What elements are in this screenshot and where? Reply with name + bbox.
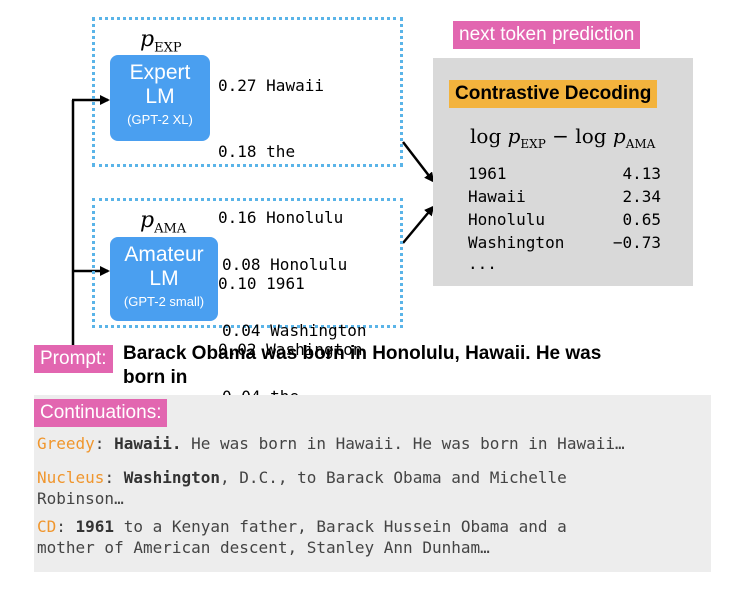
amateur-lm-title-line2: LM xyxy=(149,267,179,290)
expert-token-row: 0.16 Honolulu xyxy=(218,207,363,229)
amateur-lm-title-line1: Amateur xyxy=(124,243,204,266)
token-prob: 0.27 xyxy=(218,76,257,95)
cd-token: 1961 xyxy=(468,164,507,183)
prompt-line1: Barack Obama was born in Honolulu, Hawai… xyxy=(123,343,602,364)
cd-bold: 1961 xyxy=(75,517,115,536)
expert-lm-title-line1: Expert xyxy=(129,61,191,84)
token-prob: 0.16 xyxy=(218,208,257,227)
expert-lm-box: Expert LM (GPT-2 XL) xyxy=(110,55,210,141)
prompt-label: Prompt: xyxy=(34,345,113,373)
greedy-colon: : xyxy=(94,434,115,453)
token-text: 1961 xyxy=(266,274,305,293)
expert-prob-sub: EXP xyxy=(154,40,182,56)
nucleus-method: Nucleus xyxy=(37,468,105,487)
formula-p-2: p xyxy=(612,124,626,148)
token-text: Honolulu xyxy=(270,255,348,274)
token-text: Honolulu xyxy=(266,208,344,227)
nucleus-line2: Robinson… xyxy=(37,489,124,508)
cd-line2: mother of American descent, Stanley Ann … xyxy=(37,538,490,557)
cd-score: 2.34 xyxy=(622,187,661,206)
cd-colon: : xyxy=(56,517,76,536)
amateur-prob-label: pAMA xyxy=(140,208,186,236)
amateur-lm-subtitle: (GPT-2 small) xyxy=(123,294,205,309)
formula-sub-exp: EXP xyxy=(520,137,546,151)
next-token-prediction-label: next token prediction xyxy=(453,21,641,49)
formula-sub-ama: AMA xyxy=(625,137,656,151)
amateur-token-row: 0.04 Washington xyxy=(222,320,367,342)
expert-token-row: 0.27 Hawaii xyxy=(218,75,363,97)
contrastive-decoding-title: Contrastive Decoding xyxy=(449,80,658,108)
cd-method: CD xyxy=(37,517,57,536)
continuations-label: Continuations: xyxy=(34,399,168,427)
expert-prob-p: p xyxy=(140,27,155,52)
token-text: Washington xyxy=(266,340,363,359)
formula-log-2: log xyxy=(575,124,607,148)
amateur-lm-box: Amateur LM (GPT-2 small) xyxy=(110,237,218,321)
formula-minus: − xyxy=(552,124,569,148)
token-prob: 0.08 xyxy=(222,255,261,274)
cd-ellipsis: ... xyxy=(468,254,497,273)
nucleus-rest: , D.C., to Barack Obama and Michelle xyxy=(220,468,567,487)
cd-rest: to a Kenyan father, Barack Hussein Obama… xyxy=(114,517,567,536)
token-text: the xyxy=(266,142,296,161)
cd-line: CD: 1961 to a Kenyan father, Barack Huss… xyxy=(37,516,567,537)
arrow-amateur-to-cd xyxy=(402,205,435,244)
token-text: Washington xyxy=(270,321,367,340)
expert-lm-title-line2: LM xyxy=(145,85,175,108)
formula-p-1: p xyxy=(507,124,521,148)
expert-lm-panel xyxy=(92,17,403,167)
expert-token-row: 0.10 1961 xyxy=(218,273,363,295)
expert-token-row: 0.18 the xyxy=(218,141,363,163)
amateur-token-row: 0.08 Honolulu xyxy=(222,254,367,276)
expert-lm-subtitle: (GPT-2 XL) xyxy=(127,112,193,127)
greedy-line: Greedy: Hawaii. He was born in Hawaii. H… xyxy=(37,433,625,454)
cd-formula: log pEXP − log pAMA xyxy=(470,124,655,151)
expert-prob-label: pEXP xyxy=(140,27,182,55)
greedy-method: Greedy xyxy=(37,434,95,453)
token-prob: 0.18 xyxy=(218,142,257,161)
token-prob: 0.04 xyxy=(222,321,261,340)
nucleus-colon: : xyxy=(104,468,124,487)
expert-token-row: 0.02 Washington xyxy=(218,339,363,361)
cd-token: Honolulu xyxy=(468,210,546,229)
greedy-rest: He was born in Hawaii. He was born in Ha… xyxy=(181,434,625,453)
amateur-prob-p: p xyxy=(140,208,155,233)
cd-score: 0.65 xyxy=(622,210,661,229)
token-prob: 0.10 xyxy=(218,274,257,293)
nucleus-line: Nucleus: Washington, D.C., to Barack Oba… xyxy=(37,467,567,488)
cd-score: −0.73 xyxy=(612,233,661,252)
token-text: Hawaii xyxy=(266,76,324,95)
arrow-expert-to-cd xyxy=(402,141,435,183)
nucleus-bold: Washington xyxy=(123,468,221,487)
formula-log-1: log xyxy=(470,124,502,148)
token-prob: 0.02 xyxy=(218,340,257,359)
cd-score: 4.13 xyxy=(622,164,661,183)
amateur-lm-panel xyxy=(92,198,403,328)
greedy-bold: Hawaii. xyxy=(114,434,182,453)
amateur-prob-sub: AMA xyxy=(154,221,187,237)
cd-token: Washington xyxy=(468,233,565,252)
prompt-line2: born in xyxy=(123,367,188,388)
cd-token: Hawaii xyxy=(468,187,526,206)
